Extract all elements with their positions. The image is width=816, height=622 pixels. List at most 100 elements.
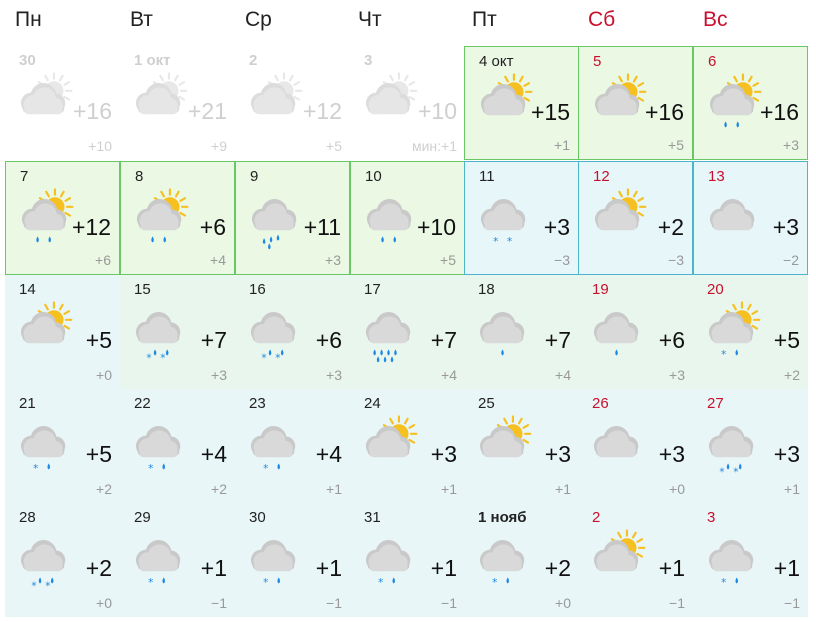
svg-text:*: * (31, 581, 36, 593)
weekday-header: Пн (15, 8, 42, 31)
temp-min: −1 (669, 595, 685, 611)
precipitation-icon: * * (493, 236, 512, 248)
day-cell[interactable]: 18 +7 +4 (464, 275, 579, 389)
day-cell[interactable]: 21 * +5 +2 (5, 389, 120, 503)
day-cell[interactable]: 3 +10 мин:+1 (350, 46, 465, 160)
cloud-icon (251, 199, 297, 231)
weather-icon (480, 73, 533, 116)
temp-min: мин:+1 (411, 138, 457, 154)
weather-icon (709, 73, 762, 128)
svg-text:*: * (33, 463, 38, 475)
day-cell[interactable]: 30 +16 +10 (5, 46, 120, 160)
day-cell[interactable]: 17 +7 +4 (350, 275, 465, 389)
weather-icon (593, 312, 639, 356)
day-cell[interactable]: 22 * +4 +2 (120, 389, 235, 503)
precipitation-icon: * * (719, 463, 742, 479)
cloud-icon (709, 84, 755, 116)
weekday-header: Вс (703, 8, 728, 31)
temp-min: +6 (95, 252, 111, 268)
day-cell[interactable]: 7 +12 +6 (5, 161, 120, 275)
day-cell[interactable]: 28 * * +2 +0 (5, 503, 120, 617)
temp-min: +3 (325, 252, 341, 268)
weather-icon: * (479, 540, 525, 589)
day-cell[interactable]: 30 * +1 −1 (235, 503, 350, 617)
cloud-icon (593, 312, 639, 344)
precipitation-icon (381, 236, 397, 243)
day-cell[interactable]: 6 +16 +3 (693, 46, 808, 160)
temp-max: +2 (544, 555, 571, 581)
day-cell[interactable]: 29 * +1 −1 (120, 503, 235, 617)
day-cell[interactable]: 1 окт +21 +9 (120, 46, 235, 160)
precipitation-icon (724, 121, 740, 128)
day-cell[interactable]: 5 +16 +5 (578, 46, 693, 160)
day-cell[interactable]: 10 +10 +5 (350, 161, 465, 275)
temp-max: +4 (315, 441, 342, 467)
temp-max: +6 (315, 327, 342, 353)
cloud-icon (594, 199, 640, 231)
precipitation-icon: * (263, 577, 281, 589)
day-cell[interactable]: 16 * * +6 +3 (235, 275, 350, 389)
cloud-icon (479, 312, 525, 344)
temp-max: +1 (200, 555, 227, 581)
day-cell[interactable]: 9 +11 +3 (235, 161, 350, 275)
temp-min: −3 (668, 252, 684, 268)
precipitation-icon: * * (261, 349, 284, 365)
day-cell[interactable]: 11 * * +3 −3 (464, 161, 579, 275)
day-cell[interactable]: 15 * * +7 +3 (120, 275, 235, 389)
day-date: 5 (593, 53, 602, 70)
day-date: 19 (592, 281, 609, 298)
day-cell[interactable]: 19 +6 +3 (578, 275, 693, 389)
weather-icon (479, 312, 525, 356)
temp-max: +3 (544, 441, 571, 467)
day-cell[interactable]: 2 +1 −1 (578, 503, 693, 617)
day-cell[interactable]: 20 * +5 +2 (693, 275, 808, 389)
day-cell[interactable]: 2 +12 +5 (235, 46, 350, 160)
temp-max: +1 (658, 555, 685, 581)
day-date: 29 (134, 509, 151, 526)
svg-text:*: * (378, 577, 383, 589)
day-cell[interactable]: 3 * +1 −1 (693, 503, 808, 617)
temp-max: +11 (303, 214, 341, 240)
precipitation-icon: * (721, 577, 739, 589)
svg-text:*: * (719, 467, 724, 479)
cloud-icon (708, 540, 754, 572)
precipitation-icon (373, 349, 397, 363)
cloud-icon (479, 426, 525, 458)
day-cell[interactable]: 8 +6 +4 (120, 161, 235, 275)
svg-text:*: * (493, 236, 498, 248)
day-cell[interactable]: 25 +3 +1 (464, 389, 579, 503)
temp-max: +16 (72, 98, 112, 124)
temp-min: +2 (784, 367, 800, 383)
day-cell[interactable]: 26 +3 +0 (578, 389, 693, 503)
weekday-header: Вт (130, 8, 153, 31)
temp-max: +15 (530, 99, 570, 125)
day-cell[interactable]: 23 * +4 +1 (235, 389, 350, 503)
weather-icon: * * (20, 540, 66, 593)
precipitation-icon (262, 234, 280, 250)
svg-text:*: * (263, 463, 268, 475)
temp-max: +3 (658, 441, 685, 467)
temp-max: +4 (200, 441, 227, 467)
day-cell[interactable]: 24 +3 +1 (350, 389, 465, 503)
day-cell[interactable]: 1 нояб * +2 +0 (464, 503, 579, 617)
weather-icon (20, 301, 73, 344)
temp-min: +4 (210, 252, 226, 268)
day-cell[interactable]: 13 +3 −2 (693, 161, 808, 275)
day-cell[interactable]: 14 +5 +0 (5, 275, 120, 389)
precipitation-icon (151, 236, 167, 243)
temp-max: +5 (85, 441, 112, 467)
day-cell[interactable]: 31 * +1 −1 (350, 503, 465, 617)
weather-icon: * (135, 540, 181, 589)
weather-icon: * * (250, 312, 296, 365)
cloud-icon (594, 84, 640, 116)
day-cell[interactable]: 27 * * +3 +1 (693, 389, 808, 503)
day-cell[interactable]: 12 +2 −3 (578, 161, 693, 275)
day-date: 9 (250, 168, 259, 185)
day-cell[interactable]: 4 окт +15 +1 (464, 46, 579, 160)
weather-icon (593, 529, 646, 572)
weather-icon: * (250, 540, 296, 589)
day-date: 6 (708, 53, 717, 70)
temp-max: +2 (85, 555, 112, 581)
day-date: 28 (19, 509, 36, 526)
temp-min: +1 (441, 481, 457, 497)
